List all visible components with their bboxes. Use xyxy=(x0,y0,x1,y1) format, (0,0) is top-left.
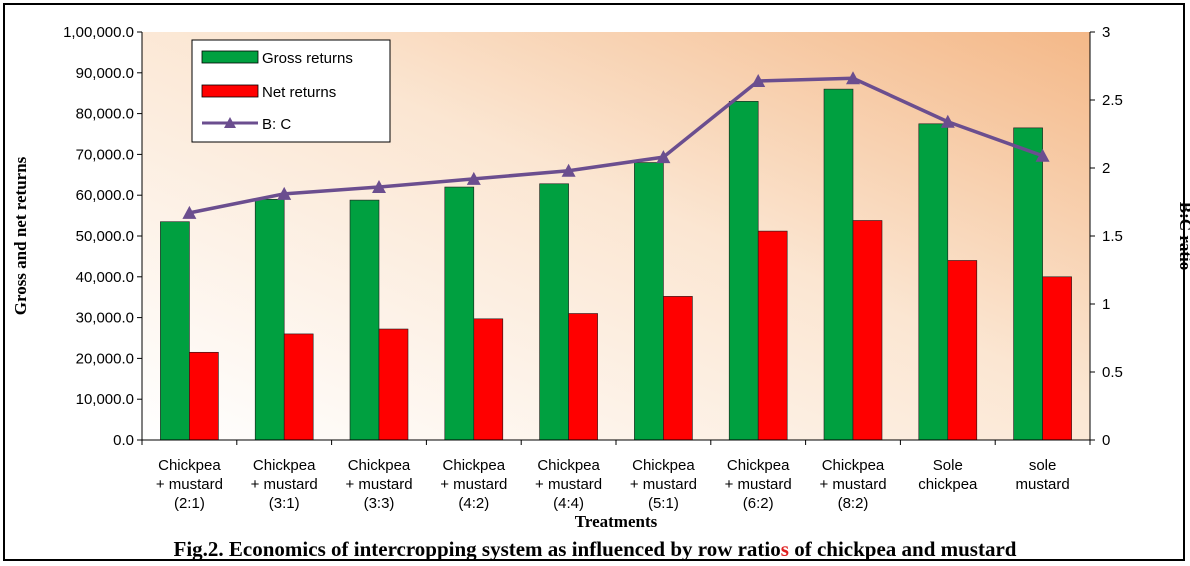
left-tick-label: 30,000.0 xyxy=(76,310,134,327)
left-tick-labels: 0.0 10,000.0 20,000.0 30,000.0 40,000.0 50,00… xyxy=(63,24,142,449)
net-returns-bar xyxy=(663,296,693,441)
gross-returns-bar xyxy=(539,183,569,441)
category-label: (2:1) xyxy=(174,495,205,512)
category-label: + mustard xyxy=(535,476,602,493)
gross-returns-bar xyxy=(823,88,854,441)
net-returns-bar xyxy=(189,351,219,441)
right-tick-label: 1.5 xyxy=(1102,228,1123,245)
bc-ratio-point xyxy=(940,114,955,128)
category-label: Chickpea xyxy=(632,457,695,474)
net-returns-bar xyxy=(1042,276,1072,441)
category-label: + mustard xyxy=(819,476,886,493)
category-label: Chickpea xyxy=(443,457,506,474)
left-tick-label: 60,000.0 xyxy=(76,187,134,204)
category-label: + mustard xyxy=(156,476,223,493)
category-label: sole xyxy=(1029,457,1057,474)
category-label: Sole xyxy=(933,457,963,474)
category-label: (8:2) xyxy=(838,495,869,512)
category-label: Chickpea xyxy=(537,457,600,474)
left-tick-label: 90,000.0 xyxy=(76,65,134,82)
bc-ratio-line xyxy=(189,76,1044,215)
category-label: Chickpea xyxy=(348,457,411,474)
gross-returns-bar xyxy=(1013,127,1043,441)
left-tick-label: 80,000.0 xyxy=(76,106,134,123)
right-tick-label: 2.5 xyxy=(1102,92,1123,109)
category-label: + mustard xyxy=(630,476,697,493)
net-returns-bar xyxy=(568,313,598,441)
bc-ratio-point xyxy=(656,150,671,164)
net-returns-bar xyxy=(947,260,978,441)
net-returns-bar xyxy=(378,328,409,441)
category-label: (4:4) xyxy=(553,495,584,512)
left-tick-label: 0.0 xyxy=(113,432,134,449)
category-label: + mustard xyxy=(345,476,412,493)
net-returns-bar xyxy=(283,333,314,441)
left-tick-label: 70,000.0 xyxy=(76,146,134,163)
bc-ratio-point xyxy=(1035,148,1050,162)
category-label: (4:2) xyxy=(458,495,489,512)
legend: Gross returns Net returns B: C xyxy=(191,39,391,143)
legend-label-bc: B: C xyxy=(262,116,291,133)
right-tick-labels: 0 0.5 1 1.5 2 2.5 3 xyxy=(1090,24,1123,449)
bars-group xyxy=(160,88,1072,441)
gross-returns-bar xyxy=(444,186,475,441)
bc-ratio-point xyxy=(182,205,197,219)
bc-ratio-point xyxy=(561,163,576,177)
category-label: (5:1) xyxy=(648,495,679,512)
net-returns-bar xyxy=(473,318,504,441)
category-label: (3:3) xyxy=(364,495,395,512)
gross-returns-bar xyxy=(160,221,190,441)
caption-part-2: of chickpea and mustard xyxy=(789,537,1017,561)
bc-ratio-point xyxy=(372,180,386,194)
caption-part-1: Fig.2. Economics of intercropping system… xyxy=(174,537,781,561)
bc-ratio-point xyxy=(277,186,292,200)
category-label: Chickpea xyxy=(158,457,221,474)
gross-returns-bar xyxy=(918,123,949,441)
category-label: mustard xyxy=(1016,476,1070,493)
left-tick-label: 20,000.0 xyxy=(76,350,134,367)
category-label: chickpea xyxy=(918,476,978,493)
category-label: Chickpea xyxy=(253,457,316,474)
legend-label-net: Net returns xyxy=(262,84,336,101)
category-label: + mustard xyxy=(725,476,792,493)
right-tick-label: 0 xyxy=(1102,432,1110,449)
left-tick-label: 40,000.0 xyxy=(76,269,134,286)
legend-label-gross: Gross returns xyxy=(262,50,353,67)
bc-ratio-point xyxy=(846,71,860,85)
category-labels: Chickpea + mustard (2:1) Chickpea + mustard (… xyxy=(141,440,1091,512)
right-tick-label: 2 xyxy=(1102,160,1110,177)
gross-returns-bar xyxy=(728,101,759,441)
gross-returns-bar xyxy=(254,198,285,441)
right-tick-label: 1 xyxy=(1102,296,1110,313)
bc-line-group xyxy=(182,71,1050,219)
bc-ratio-point xyxy=(751,73,766,87)
legend-swatch-net xyxy=(201,84,259,98)
category-label: (6:2) xyxy=(743,495,774,512)
gross-returns-bar xyxy=(349,199,380,441)
right-tick-label: 3 xyxy=(1102,24,1110,41)
category-label: Chickpea xyxy=(727,457,790,474)
caption-highlight: s xyxy=(781,537,789,561)
category-label: (3:1) xyxy=(269,495,300,512)
net-returns-bar xyxy=(852,220,883,441)
category-label: + mustard xyxy=(251,476,318,493)
left-tick-label: 10,000.0 xyxy=(76,391,134,408)
bc-ratio-point xyxy=(466,171,481,185)
left-tick-label: 50,000.0 xyxy=(76,228,134,245)
category-label: + mustard xyxy=(440,476,507,493)
net-returns-bar xyxy=(757,230,788,441)
figure-caption: Fig.2. Economics of intercropping system… xyxy=(174,537,1017,561)
gross-returns-bar xyxy=(634,162,664,441)
left-tick-label: 1,00,000.0 xyxy=(63,24,134,41)
y-axis-title: Gross and net returns xyxy=(11,156,30,315)
x-axis-title: Treatments xyxy=(575,512,658,531)
legend-swatch-gross xyxy=(201,50,259,64)
y2-axis-title: B:C ratio xyxy=(1176,202,1190,270)
legend-marker-bc xyxy=(224,117,236,128)
right-tick-label: 0.5 xyxy=(1102,364,1123,381)
category-label: Chickpea xyxy=(822,457,885,474)
